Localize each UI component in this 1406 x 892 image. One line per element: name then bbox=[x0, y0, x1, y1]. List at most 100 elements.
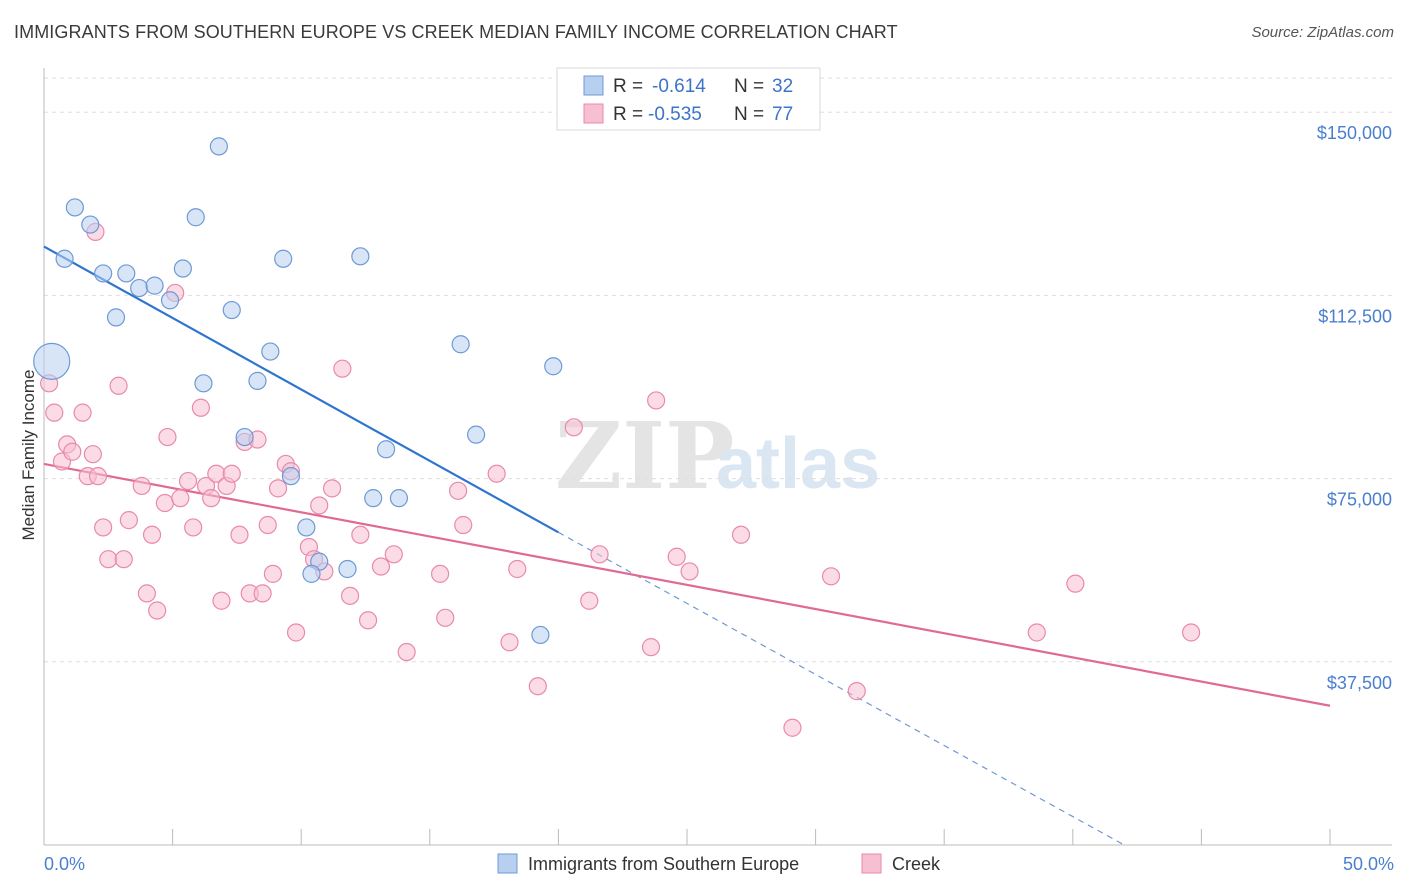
creek-point bbox=[667, 547, 686, 566]
southern-europe-point bbox=[302, 564, 321, 583]
creek-point bbox=[191, 398, 210, 417]
creek-point bbox=[109, 376, 128, 395]
y-tick-label: $75,000 bbox=[1327, 490, 1392, 510]
southern-europe-point bbox=[160, 291, 180, 310]
legend-swatch-pink bbox=[583, 103, 604, 124]
source-label: Source: ZipAtlas.com bbox=[1251, 24, 1394, 41]
legend-r-label-2: R = bbox=[613, 104, 643, 125]
legend-r-value-2: -0.535 bbox=[648, 104, 702, 125]
creek-point bbox=[436, 608, 455, 627]
southern-europe-point bbox=[117, 264, 136, 283]
southern-europe-point bbox=[544, 357, 563, 376]
creek-point bbox=[397, 642, 416, 662]
creek-point bbox=[230, 525, 249, 544]
creek-point bbox=[384, 545, 403, 564]
bottom-legend-label-2: Creek bbox=[892, 854, 941, 874]
creek-point bbox=[680, 562, 699, 581]
creek-point bbox=[430, 564, 450, 583]
southern-europe-point bbox=[33, 342, 71, 380]
southern-europe-point bbox=[94, 264, 113, 283]
creek-point bbox=[500, 633, 519, 652]
southern-europe-point bbox=[81, 215, 100, 234]
creek-point bbox=[184, 518, 203, 537]
southern-europe-trend-line bbox=[43, 245, 559, 534]
creek-point bbox=[340, 586, 360, 605]
southern-europe-point bbox=[55, 249, 74, 268]
x-tick-labels: 0.0% 50.0% bbox=[44, 854, 1394, 874]
y-axis-label: Median Family Income bbox=[19, 369, 38, 540]
creek-point bbox=[1182, 623, 1201, 642]
southern-europe-point bbox=[389, 489, 409, 508]
legend-n-value-1: 32 bbox=[772, 76, 793, 97]
creek-point bbox=[148, 601, 167, 620]
southern-europe-point bbox=[173, 259, 192, 278]
southern-europe-point bbox=[65, 198, 84, 217]
gridlines bbox=[44, 77, 1392, 663]
creek-point bbox=[448, 481, 468, 500]
creek-point bbox=[212, 591, 231, 610]
southern-europe-point bbox=[248, 371, 267, 390]
creek-point bbox=[564, 418, 583, 437]
bottom-legend: Immigrants from Southern Europe Creek bbox=[497, 853, 941, 874]
creek-point bbox=[731, 525, 751, 544]
y-tick-label: $37,500 bbox=[1327, 673, 1392, 693]
creek-point bbox=[114, 550, 133, 569]
creek-point bbox=[286, 623, 306, 642]
creek-point bbox=[641, 638, 661, 657]
southern-europe-point bbox=[338, 559, 357, 579]
southern-europe-point bbox=[130, 278, 149, 298]
creek-point bbox=[258, 515, 277, 535]
southern-europe-point bbox=[145, 276, 164, 295]
southern-europe-point bbox=[376, 440, 396, 459]
creek-point bbox=[268, 479, 288, 498]
watermark-zip: ZIP bbox=[555, 402, 734, 510]
chart-title: IMMIGRANTS FROM SOUTHERN EUROPE VS CREEK… bbox=[14, 22, 898, 42]
creek-point bbox=[73, 403, 92, 422]
creek-point bbox=[99, 550, 118, 569]
creek-point bbox=[137, 584, 156, 603]
creek-point bbox=[253, 584, 272, 603]
creek-point bbox=[351, 525, 370, 544]
legend-r-value-1: -0.614 bbox=[652, 76, 706, 97]
x-tick-label: 0.0% bbox=[44, 854, 85, 874]
creek-point bbox=[132, 476, 151, 496]
southern-europe-point bbox=[531, 625, 550, 645]
bottom-legend-swatch-blue bbox=[497, 853, 518, 874]
creek-point bbox=[358, 611, 378, 630]
legend-n-label-1: N = bbox=[734, 76, 764, 97]
southern-europe-point bbox=[274, 249, 293, 268]
creek-point bbox=[322, 479, 342, 498]
creek-point bbox=[202, 489, 221, 508]
southern-europe-point bbox=[186, 208, 205, 227]
x-tick-label: 50.0% bbox=[1343, 854, 1394, 874]
bottom-legend-label-1: Immigrants from Southern Europe bbox=[528, 854, 799, 874]
legend-n-value-2: 77 bbox=[772, 104, 793, 125]
creek-point bbox=[158, 427, 177, 447]
southern-europe-trend-extension bbox=[558, 531, 1125, 846]
creek-point bbox=[88, 467, 108, 486]
creek-point bbox=[310, 496, 329, 515]
creek-point bbox=[178, 471, 198, 491]
southern-europe-point bbox=[194, 374, 213, 393]
creek-point bbox=[528, 677, 547, 696]
creek-point bbox=[142, 525, 162, 544]
creek-point bbox=[647, 391, 666, 410]
southern-europe-point bbox=[222, 300, 241, 320]
creek-point bbox=[1066, 574, 1085, 593]
legend-n-label-2: N = bbox=[734, 104, 764, 125]
creek-point bbox=[487, 464, 506, 483]
legend-r-label-1: R = bbox=[613, 76, 643, 97]
data-points bbox=[33, 137, 1201, 737]
creek-point bbox=[222, 464, 241, 483]
creek-point bbox=[371, 557, 391, 576]
creek-point bbox=[83, 445, 102, 464]
southern-europe-point bbox=[451, 335, 470, 354]
watermark-atlas: atlas bbox=[716, 424, 880, 504]
southern-europe-point bbox=[209, 137, 228, 156]
creek-point bbox=[45, 403, 64, 422]
southern-europe-point bbox=[281, 467, 301, 486]
creek-point bbox=[847, 682, 866, 701]
creek-point bbox=[821, 567, 841, 586]
southern-europe-point bbox=[106, 308, 126, 327]
